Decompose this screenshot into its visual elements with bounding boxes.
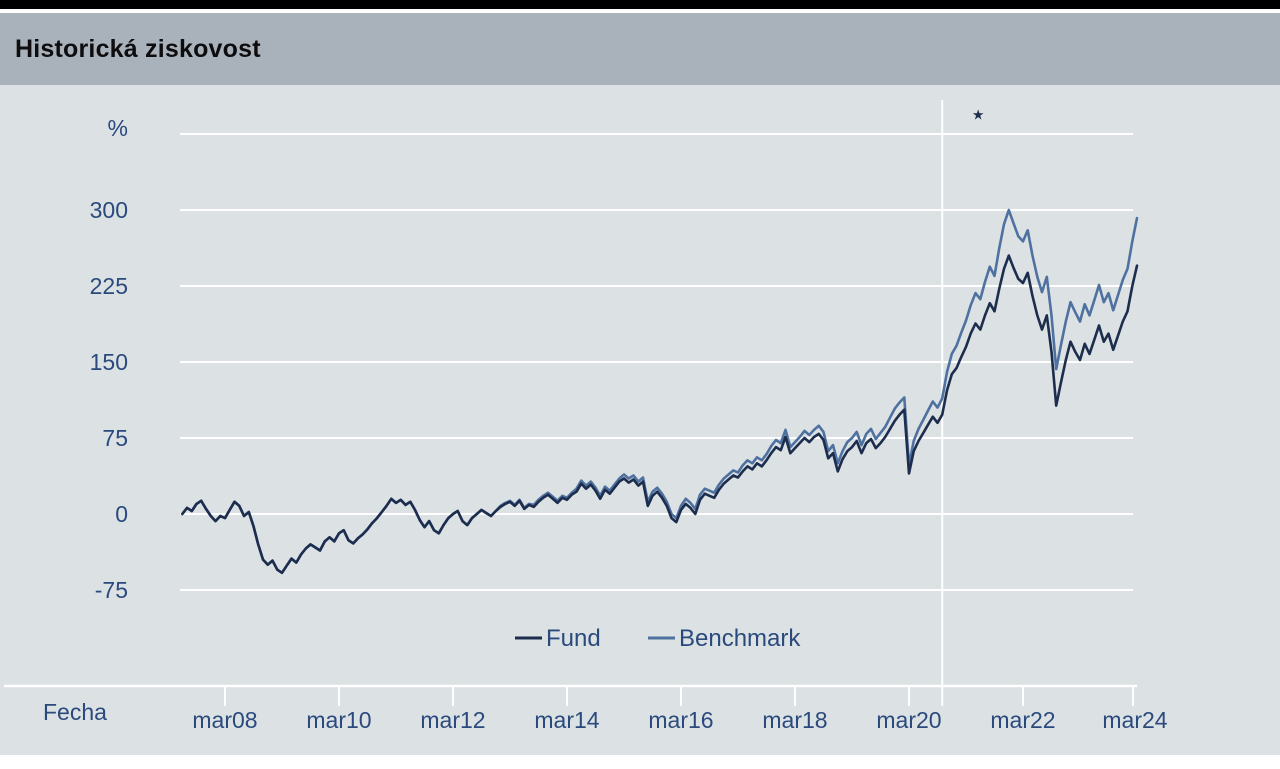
legend-benchmark-label: Benchmark (679, 625, 801, 652)
x-tick-label: mar22 (990, 707, 1055, 733)
chart-panel: % 300 225 150 75 0 -75 mar08 mar10 mar12 mar14 mar1… (0, 85, 1280, 755)
bottom-margin (0, 755, 1280, 769)
x-tick-label: mar16 (648, 707, 713, 733)
legend-fund-label: Fund (546, 625, 601, 652)
x-tick-label: mar08 (192, 707, 257, 733)
star-annotation: ★ (972, 107, 985, 123)
y-tick-label: 0 (115, 501, 128, 527)
fund-line (181, 254, 1139, 575)
section-title: Historická ziskovost (15, 34, 261, 63)
x-axis-title: Fecha (43, 699, 107, 725)
y-tick-label: 300 (90, 197, 128, 223)
y-tick-label: -75 (95, 577, 128, 603)
x-tick-label: mar14 (534, 707, 599, 733)
x-tick-label: mar24 (1102, 707, 1167, 733)
y-tick-label: 75 (102, 425, 128, 451)
performance-line-chart: % 300 225 150 75 0 -75 mar08 mar10 mar12 mar14 mar1… (4, 100, 1168, 733)
x-tick-label: mar12 (420, 707, 485, 733)
y-tick-label: 225 (90, 273, 128, 299)
section-header: Historická ziskovost (0, 13, 1280, 85)
x-tick-label: mar20 (876, 707, 941, 733)
y-tick-label: 150 (90, 349, 128, 375)
x-tick-label: mar18 (762, 707, 827, 733)
y-axis-unit-label: % (108, 115, 128, 141)
top-black-bar (0, 0, 1280, 9)
benchmark-line (181, 208, 1139, 575)
x-tick-label: mar10 (306, 707, 371, 733)
